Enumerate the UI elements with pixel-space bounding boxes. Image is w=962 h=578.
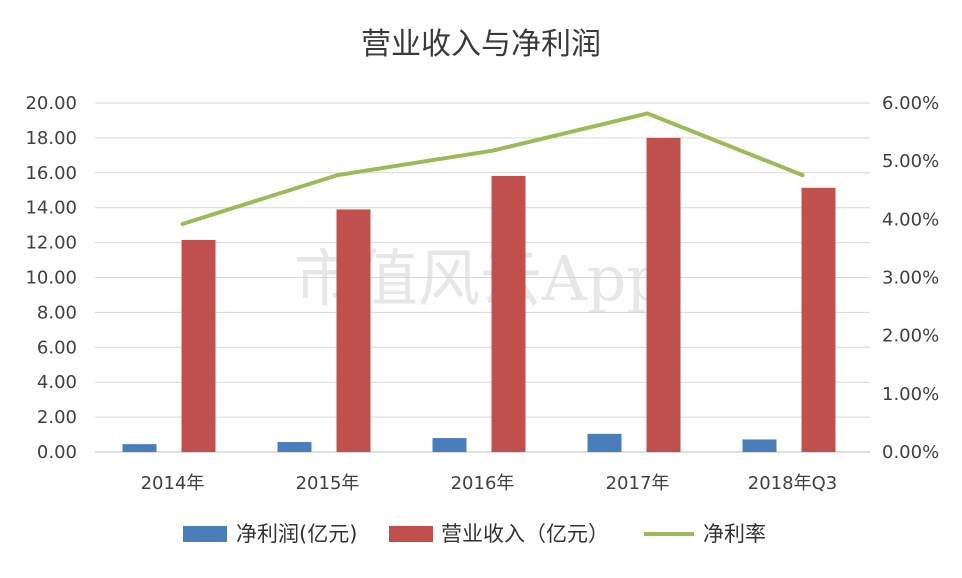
y-left-tick-label: 6.00 <box>37 337 77 358</box>
legend-label-net-profit: 净利润(亿元) <box>236 522 357 546</box>
y-left-tick-label: 0.00 <box>37 442 77 463</box>
bar-revenue <box>181 239 216 452</box>
y-left-tick-label: 14.00 <box>25 198 77 219</box>
bar-net-profit <box>277 442 312 452</box>
y-right-tick-label: 4.00% <box>882 209 939 230</box>
bar-net-profit <box>742 439 777 452</box>
y-left-tick-label: 18.00 <box>25 128 77 149</box>
x-tick-label: 2016年 <box>451 473 515 494</box>
line-net-margin <box>180 111 805 226</box>
y-axis-left: 0.00 2.00 4.00 6.00 8.00 10.00 12.00 14.00 16.00… <box>25 93 77 463</box>
x-tick-label: 2017年 <box>606 473 670 494</box>
gridlines <box>95 102 870 453</box>
legend: 净利润(亿元) 营业收入（亿元） 净利率 <box>183 522 766 546</box>
bar-revenue <box>646 137 681 452</box>
bar-revenue <box>801 187 836 452</box>
bar-net-profit <box>432 438 467 452</box>
bar-net-profit <box>122 444 157 452</box>
x-axis: 2014年 2015年 2016年 2017年 2018年Q3 <box>141 473 838 494</box>
y-left-tick-label: 10.00 <box>25 268 77 289</box>
legend-swatch-revenue <box>389 526 433 542</box>
y-right-tick-label: 1.00% <box>882 384 939 405</box>
margin-line <box>180 111 805 226</box>
chart-title: 营业收入与净利润 <box>361 27 601 62</box>
y-right-tick-label: 5.00% <box>882 151 939 172</box>
legend-label-margin: 净利率 <box>703 522 766 546</box>
legend-swatch-net-profit <box>183 526 227 542</box>
y-left-tick-label: 2.00 <box>37 407 77 428</box>
y-right-tick-label: 3.00% <box>882 268 939 289</box>
legend-label-revenue: 营业收入（亿元） <box>441 522 609 546</box>
y-left-tick-label: 20.00 <box>25 93 77 114</box>
x-tick-label: 2018年Q3 <box>748 473 837 494</box>
x-tick-label: 2015年 <box>296 473 360 494</box>
bar-revenue <box>336 209 371 452</box>
y-axis-right: 0.00% 1.00% 2.00% 3.00% 4.00% 5.00% 6.00% <box>882 93 939 463</box>
y-left-tick-label: 8.00 <box>37 302 77 323</box>
bar-revenue <box>491 175 526 453</box>
y-left-tick-label: 12.00 <box>25 233 77 254</box>
y-left-tick-label: 4.00 <box>37 372 77 393</box>
y-right-tick-label: 6.00% <box>882 93 939 114</box>
bar-net-profit <box>587 433 622 452</box>
bars <box>122 137 836 453</box>
y-right-tick-label: 2.00% <box>882 326 939 347</box>
x-tick-label: 2014年 <box>141 473 205 494</box>
y-right-tick-label: 0.00% <box>882 442 939 463</box>
y-left-tick-label: 16.00 <box>25 163 77 184</box>
